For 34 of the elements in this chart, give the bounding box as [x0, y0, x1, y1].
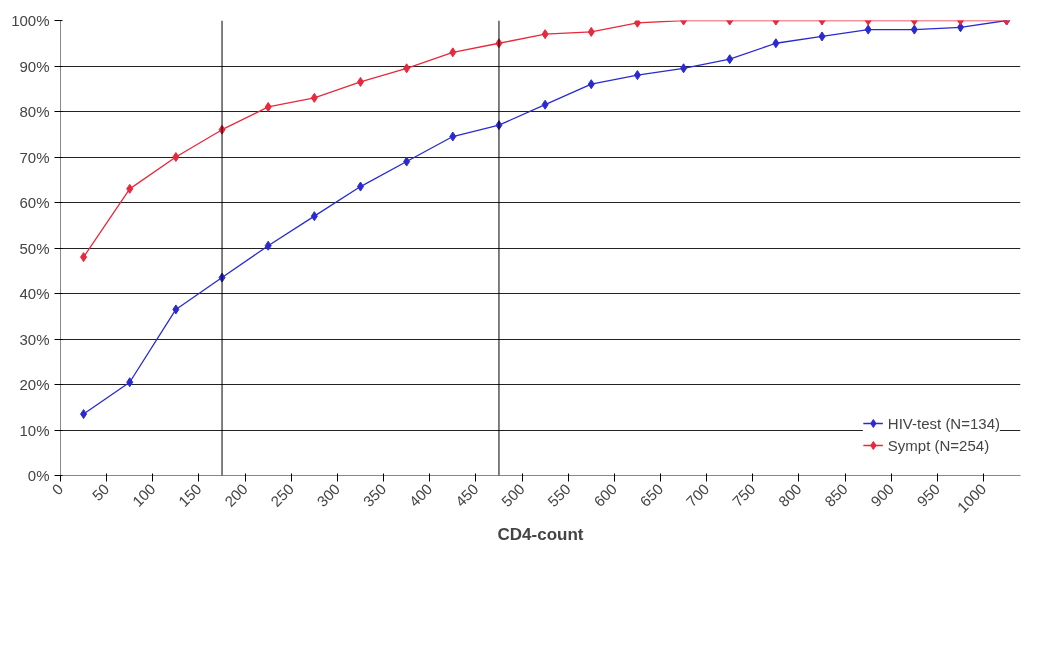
- y-tick-label: 20%: [19, 376, 50, 393]
- x-tick-label: 650: [636, 480, 667, 510]
- y-tick-label: 100%: [11, 12, 50, 29]
- y-tick-label: 70%: [19, 148, 50, 166]
- x-tick-label: 900: [867, 480, 897, 510]
- x-tick-label: 200: [221, 480, 251, 510]
- x-tick-label: 550: [544, 480, 574, 510]
- y-tick-label: 10%: [19, 421, 50, 439]
- x-tick-label: 400: [405, 480, 436, 510]
- x-tick-label: 850: [821, 480, 851, 510]
- x-tick-label: 600: [590, 480, 621, 510]
- y-tick-label: 90%: [19, 57, 50, 75]
- x-tick-label: 300: [313, 480, 344, 510]
- x-tick-label: 450: [451, 480, 482, 510]
- x-tick-label: 500: [497, 480, 528, 510]
- legend-label: Sympt (N=254): [887, 436, 990, 454]
- y-tick-label: 60%: [19, 194, 50, 211]
- x-tick-label: 950: [913, 480, 944, 510]
- y-tick-label: 30%: [19, 330, 50, 348]
- legend-label: HIV-test (N=134): [887, 414, 1000, 432]
- x-tick-label: 100: [128, 480, 159, 510]
- x-tick-label: 750: [728, 480, 759, 510]
- x-tick-label: 250: [267, 480, 297, 510]
- y-tick-label: 80%: [19, 103, 50, 120]
- x-tick-label: 700: [682, 480, 713, 510]
- y-tick-label: 40%: [19, 285, 50, 302]
- y-tick-label: 50%: [19, 239, 50, 257]
- x-tick-label: 150: [174, 480, 205, 510]
- x-axis-title: CD4-count: [497, 525, 584, 545]
- x-tick-label: 800: [774, 480, 805, 510]
- x-tick-label: 0: [48, 480, 67, 499]
- y-tick-label: 0%: [27, 467, 50, 484]
- x-tick-label: 50: [88, 480, 113, 504]
- x-tick-label: 350: [359, 480, 390, 510]
